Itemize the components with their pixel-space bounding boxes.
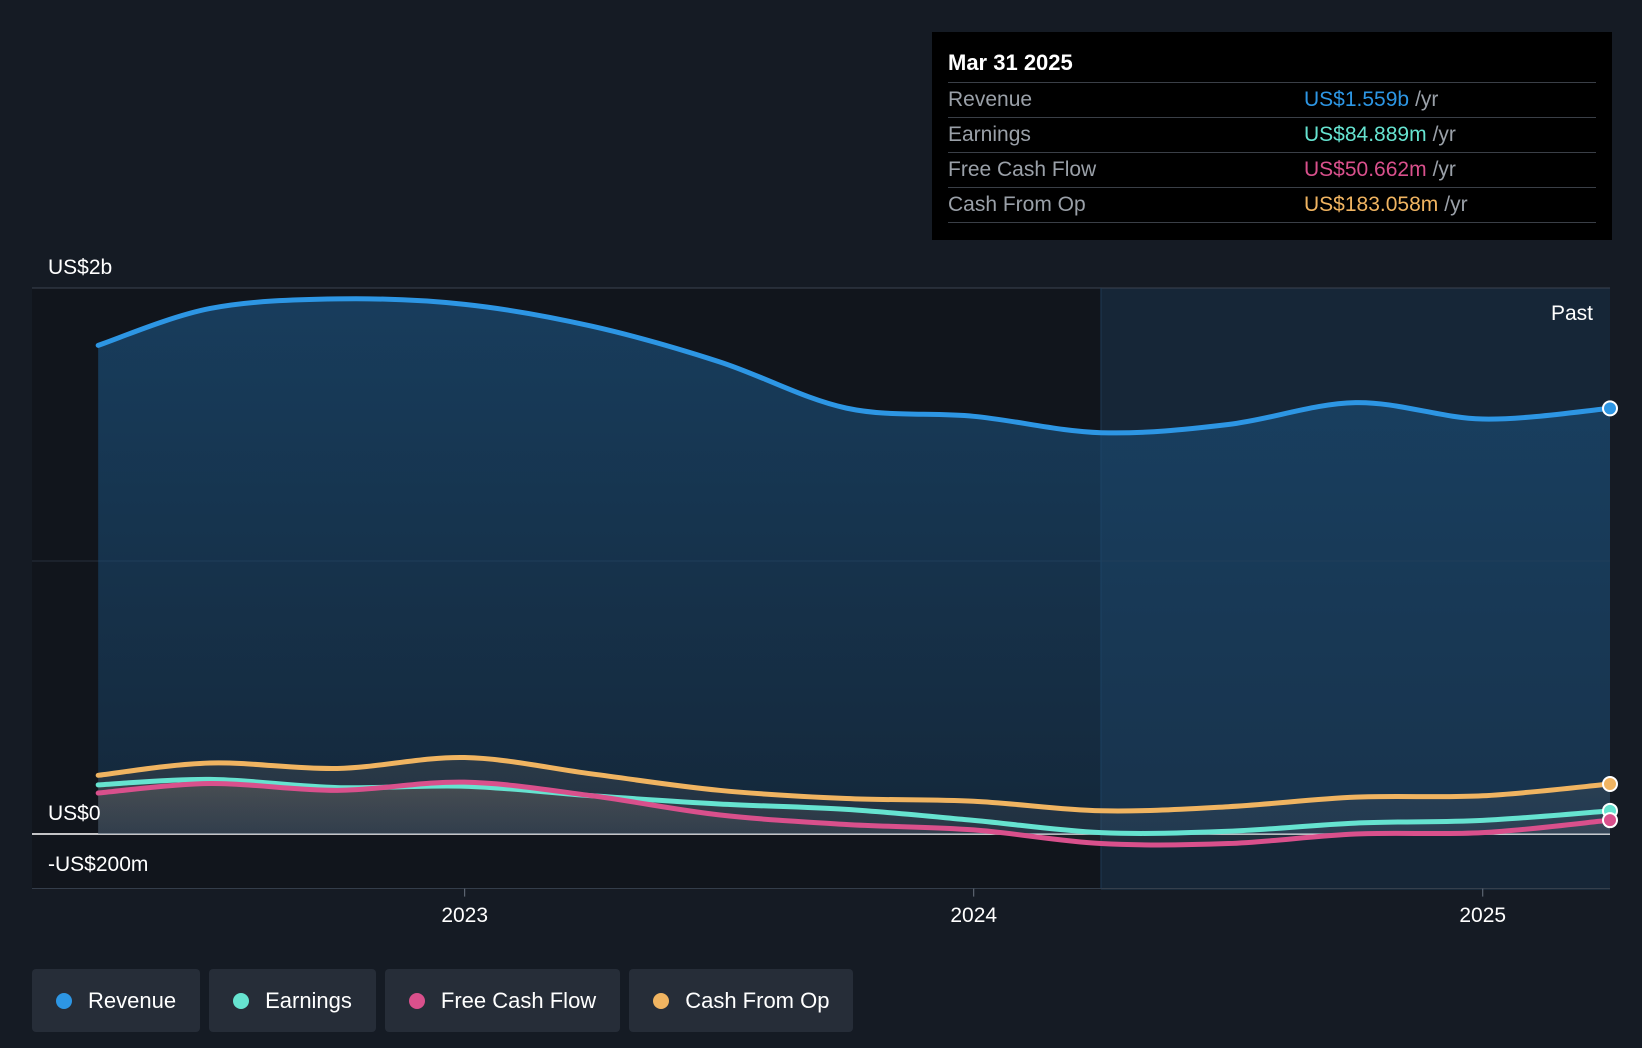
tooltip-date: Mar 31 2025 (948, 46, 1596, 83)
legend-label: Free Cash Flow (440, 987, 597, 1013)
y-axis-labels: US$2b US$0 -US$200m (48, 256, 148, 876)
legend-dot-icon (408, 992, 425, 1009)
tooltip-row-earnings: Earnings US$84.889m /yr (948, 118, 1596, 153)
past-label: Past (1551, 302, 1593, 325)
legend-label: Revenue (88, 987, 177, 1013)
area-revenue (98, 298, 1610, 834)
legend-item-cash-from-op[interactable]: Cash From Op (629, 969, 854, 1032)
line-free-cash-flow (95, 779, 1613, 848)
legend-dot-icon (233, 992, 250, 1009)
tooltip-label: Free Cash Flow (948, 158, 1097, 181)
tooltip-value: US$84.889m (1304, 123, 1427, 146)
line-cash-from-op (95, 755, 1613, 814)
line-earnings (95, 776, 1613, 836)
tooltip-value: US$1.559b (1304, 88, 1410, 111)
x-tick-label: 2025 (1459, 904, 1506, 927)
y-tick-label: US$0 (48, 802, 101, 825)
tooltip-label: Earnings (948, 123, 1031, 146)
tooltip-unit: /yr (1444, 193, 1468, 216)
tooltip-row-cash-from-op: Cash From Op US$183.058m /yr (948, 188, 1596, 223)
y-tick-label: US$2b (48, 256, 112, 279)
tooltip-value: US$50.662m (1304, 158, 1427, 181)
legend-dot-icon (56, 992, 72, 1009)
chart-area: US$2b US$0 -US$200m 2023 2024 2025 Past (32, 256, 1618, 927)
endpoint-cash-from-op (1602, 776, 1618, 793)
legend-dot-icon (653, 992, 670, 1009)
x-tick-label: 2024 (950, 904, 997, 927)
x-axis-labels: 2023 2024 2025 (441, 888, 1506, 927)
tooltip-unit: /yr (1432, 158, 1456, 181)
area-cash-from-op (98, 757, 1610, 834)
legend-label: Cash From Op (685, 987, 830, 1013)
legend-item-revenue[interactable]: Revenue (32, 969, 201, 1032)
endpoint-free-cash-flow (1602, 812, 1618, 829)
tooltip: Mar 31 2025 Revenue US$1.559b /yr Earnin… (932, 32, 1612, 240)
tooltip-unit: /yr (1432, 123, 1456, 146)
tooltip-label: Cash From Op (948, 193, 1086, 216)
y-tick-label: -US$200m (48, 853, 148, 876)
line-revenue (95, 296, 1613, 436)
tooltip-label: Revenue (948, 88, 1033, 111)
series-lines (95, 296, 1613, 848)
tooltip-row-free-cash-flow: Free Cash Flow US$50.662m /yr (948, 153, 1596, 188)
legend-label: Earnings (265, 987, 352, 1013)
tooltip-unit: /yr (1415, 88, 1439, 111)
tooltip-value: US$183.058m (1304, 193, 1439, 216)
series-endpoints (1602, 400, 1618, 829)
series-areas (98, 298, 1610, 846)
legend: Revenue Earnings Free Cash Flow Cash Fro… (32, 969, 854, 1032)
legend-item-free-cash-flow[interactable]: Free Cash Flow (384, 969, 621, 1032)
tooltip-row-revenue: Revenue US$1.559b /yr (948, 83, 1596, 118)
endpoint-revenue (1602, 400, 1618, 417)
x-tick-label: 2023 (441, 904, 488, 927)
legend-item-earnings[interactable]: Earnings (209, 969, 376, 1032)
